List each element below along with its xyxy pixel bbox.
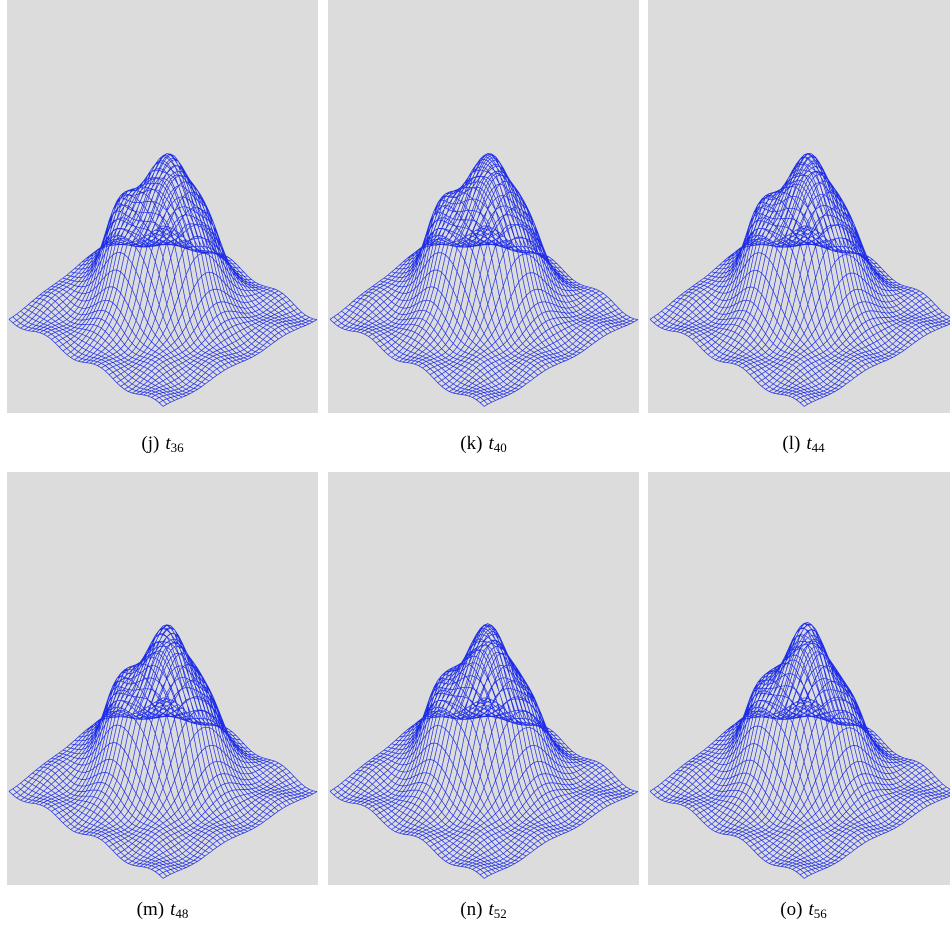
caption-subscript: 56: [813, 906, 827, 921]
caption: (j) t36: [7, 433, 318, 456]
caption-subscript: 36: [170, 440, 184, 455]
caption: (o) t56: [648, 899, 950, 922]
caption-label: (m): [136, 899, 165, 920]
caption-label: (l): [782, 433, 801, 454]
surface-plot: [648, 472, 950, 885]
caption-label: (n): [460, 899, 483, 920]
caption-label: (k): [460, 433, 483, 454]
caption-symbol: t: [808, 899, 814, 920]
mesh-lines: [329, 153, 639, 407]
wireframe: [8, 153, 318, 407]
caption-label: (j): [141, 433, 160, 454]
surface-plot: [7, 0, 318, 413]
surface-plot: [648, 0, 950, 413]
wireframe: [329, 153, 639, 407]
surface-plot: [328, 0, 639, 413]
caption-subscript: 52: [493, 906, 507, 921]
caption-label: (o): [780, 899, 803, 920]
mesh-lines: [8, 153, 318, 407]
caption-symbol: t: [806, 433, 812, 454]
caption: (k) t40: [328, 433, 639, 456]
caption-symbol: t: [165, 433, 171, 454]
wireframe: [649, 153, 950, 407]
mesh-lines: [329, 623, 639, 879]
caption-subscript: 48: [175, 906, 189, 921]
wireframe: [8, 624, 318, 879]
mesh-lines: [649, 622, 950, 879]
caption-subscript: 44: [811, 440, 825, 455]
mesh-lines: [649, 153, 950, 407]
caption-symbol: t: [488, 899, 494, 920]
caption-symbol: t: [488, 433, 494, 454]
surface-plot: [328, 472, 639, 885]
caption: (m) t48: [7, 899, 318, 922]
surface-plot: [7, 472, 318, 885]
caption-symbol: t: [170, 899, 176, 920]
mesh-lines: [8, 624, 318, 879]
caption: (n) t52: [328, 899, 639, 922]
caption: (l) t44: [648, 433, 950, 456]
wireframe: [329, 623, 639, 879]
caption-subscript: 40: [493, 440, 507, 455]
wireframe: [649, 622, 950, 879]
